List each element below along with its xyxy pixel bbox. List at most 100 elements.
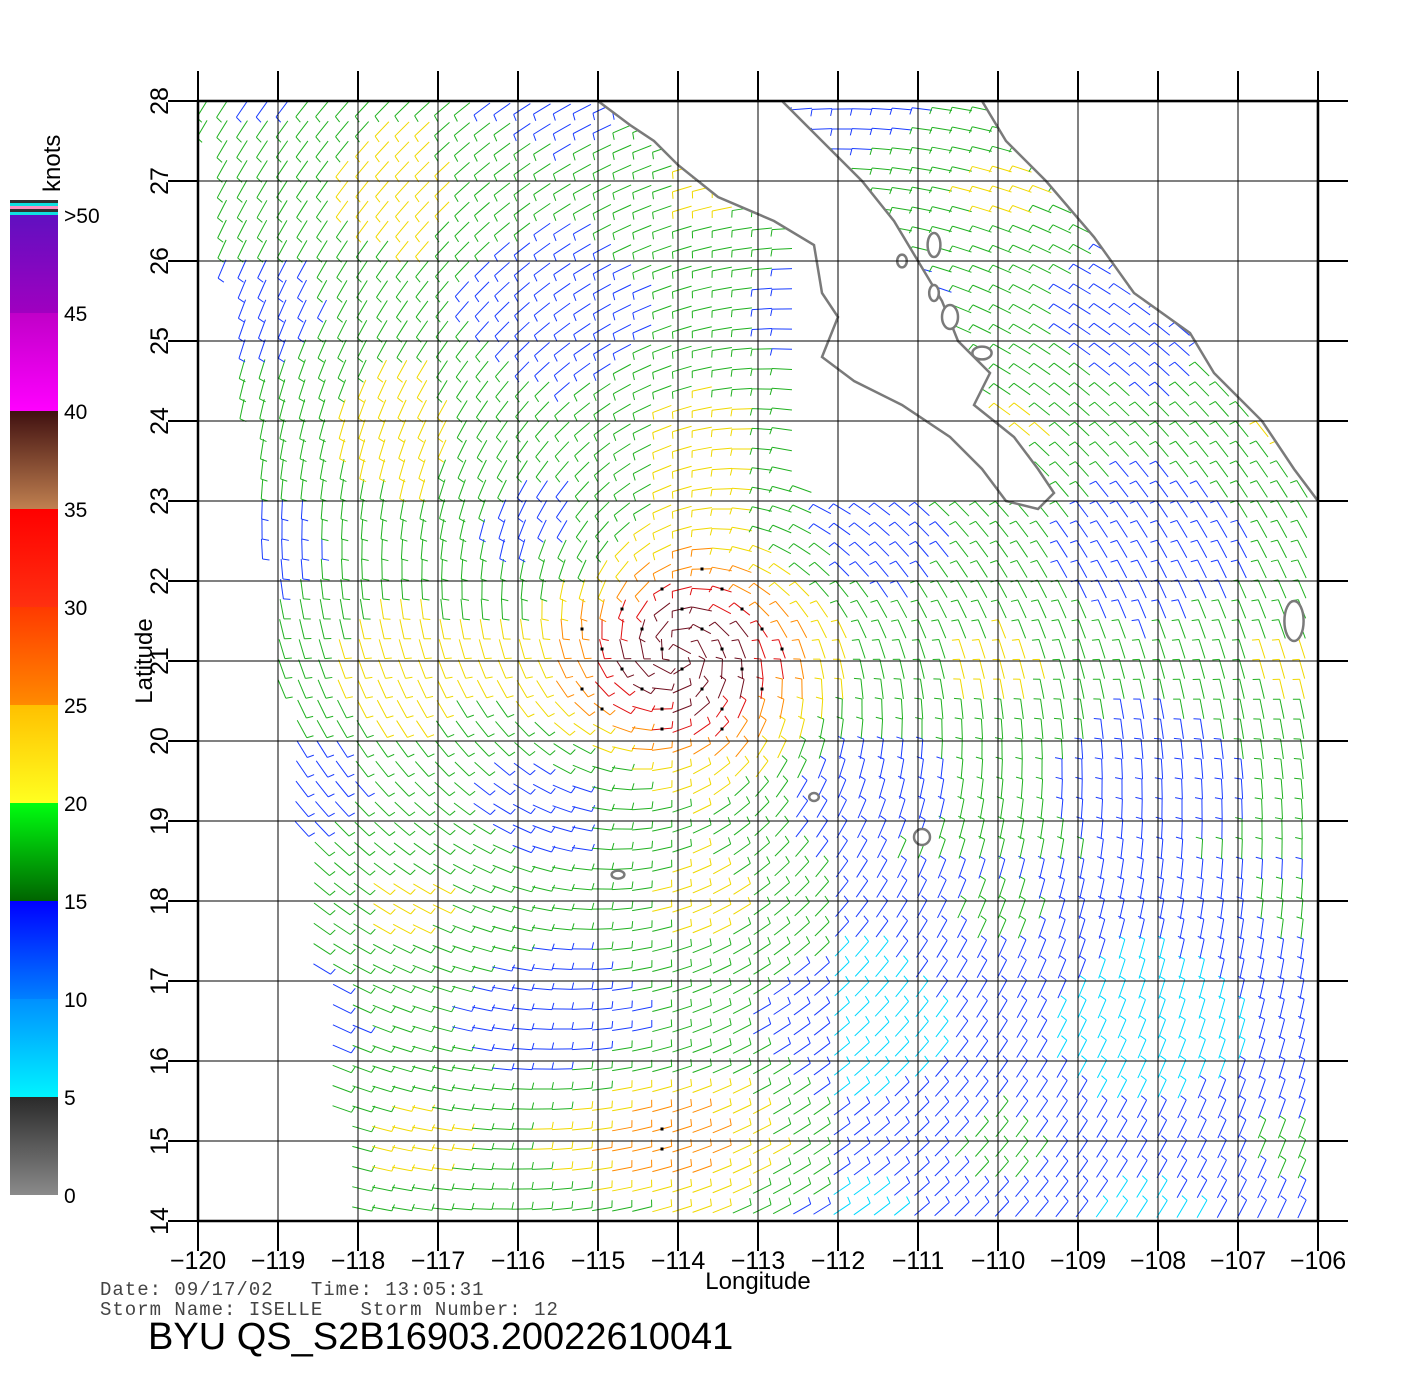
wind-barb	[891, 639, 906, 659]
wind-barb	[376, 339, 388, 363]
wind-barb	[354, 101, 370, 123]
wind-barb	[399, 499, 407, 522]
wind-barb	[1275, 836, 1283, 860]
wind-barb	[1096, 1135, 1108, 1158]
wind-barb	[299, 419, 307, 443]
wind-barb	[1270, 499, 1288, 518]
wind-barb	[874, 975, 890, 997]
wind-barb	[652, 839, 673, 852]
wind-barb	[1049, 540, 1068, 558]
wind-barb	[1216, 1195, 1228, 1219]
wind-barb	[652, 305, 672, 320]
colorbar-tick-label: 5	[64, 1087, 76, 1110]
wind-barb	[592, 1100, 613, 1111]
wind-barb	[889, 147, 912, 155]
wind-barb	[848, 541, 870, 557]
wind-barb	[452, 1024, 476, 1032]
wind-barb	[652, 760, 673, 772]
wind-barb	[338, 399, 346, 423]
wind-barb	[1274, 797, 1283, 820]
wind-barb	[931, 619, 947, 639]
wind-barb	[853, 677, 864, 699]
wind-barb	[614, 541, 630, 563]
wind-barb	[318, 659, 333, 679]
wind-barb	[934, 697, 944, 720]
wind-barb	[434, 122, 450, 142]
wind-barb	[473, 102, 491, 122]
wind-barb	[1008, 264, 1032, 274]
wind-barb	[551, 923, 575, 931]
wind-barb	[513, 202, 531, 222]
wind-barb	[1291, 579, 1307, 599]
wind-barb	[555, 680, 575, 698]
wind-barb	[1008, 303, 1032, 315]
wind-barb	[456, 380, 468, 403]
wind-barb	[395, 300, 409, 323]
wind-barb	[574, 441, 590, 463]
wind-barb	[1038, 915, 1046, 939]
wind-barb	[477, 479, 487, 503]
wind-barb	[934, 1135, 950, 1157]
wind-barb	[472, 884, 496, 894]
wind-barb	[1071, 638, 1086, 659]
wind-barb	[712, 1118, 732, 1134]
wind-barb	[412, 1025, 436, 1033]
wind-barb	[709, 566, 732, 574]
wind-barb	[1035, 1135, 1049, 1158]
wind-barb	[793, 956, 811, 976]
wind-barb	[1277, 995, 1285, 1019]
wind-barb	[671, 285, 692, 299]
wind-barb	[729, 468, 753, 476]
wind-barb	[397, 419, 407, 443]
wind-barb	[1008, 185, 1032, 193]
wind-barb	[472, 965, 496, 973]
wind-barb	[392, 923, 416, 935]
wind-barb	[652, 563, 672, 581]
wind-barb	[894, 1035, 910, 1057]
wind-barb	[360, 499, 368, 522]
wind-barb	[1096, 1095, 1108, 1118]
wind-barb	[573, 382, 591, 402]
wind-barb	[416, 379, 428, 403]
wind-barb	[356, 319, 368, 343]
wind-barb	[1252, 658, 1266, 679]
wind-barb	[593, 383, 611, 402]
wind-barb	[1055, 1135, 1069, 1158]
wind-barb	[518, 539, 526, 563]
wind-barb	[1177, 1055, 1187, 1079]
y-tick-label: 23	[146, 487, 174, 515]
wind-barb	[337, 699, 354, 719]
wind-barb	[434, 201, 450, 223]
wind-barb	[709, 547, 732, 555]
wind-barb	[1056, 1035, 1068, 1059]
wind-barb	[552, 825, 576, 833]
wind-barb	[1015, 1115, 1029, 1138]
wind-barb	[395, 280, 409, 303]
wind-barb	[513, 762, 536, 776]
wind-barb	[260, 538, 270, 561]
wind-barb	[1117, 895, 1125, 919]
wind-barb	[1036, 1035, 1048, 1058]
wind-barb	[258, 359, 266, 383]
wind-barb	[532, 943, 555, 951]
wind-barb	[316, 720, 334, 739]
wind-barb	[1073, 698, 1085, 719]
wind-barb	[693, 737, 712, 755]
wind-barb	[420, 519, 428, 542]
wind-barb	[691, 406, 712, 419]
wind-barb	[869, 127, 893, 136]
wind-barb	[712, 957, 732, 974]
wind-barb	[552, 844, 576, 852]
wind-barb	[592, 343, 611, 361]
wind-barb	[1196, 896, 1205, 919]
wind-barb	[493, 122, 511, 142]
wind-barb	[397, 679, 414, 699]
wind-barb	[748, 582, 771, 596]
wind-barb	[476, 700, 495, 718]
wind-barb	[854, 1036, 870, 1057]
wind-barb	[850, 619, 867, 639]
wind-barb	[993, 698, 1004, 719]
wind-barb	[1297, 1155, 1307, 1179]
wind-barb	[837, 735, 845, 759]
wind-barb	[976, 776, 984, 799]
